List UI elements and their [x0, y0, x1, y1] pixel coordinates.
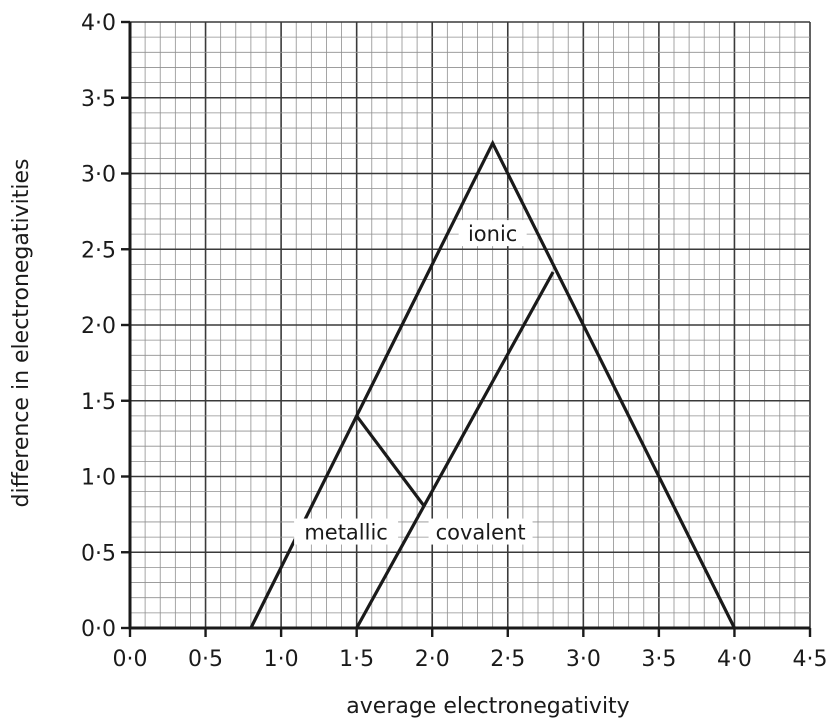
region-label-text: covalent — [436, 521, 526, 545]
x-tick-label: 3·5 — [641, 647, 676, 672]
region-label-covalent: covalent — [428, 518, 533, 545]
region-label-ionic: ionic — [458, 220, 527, 247]
y-tick-label: 1·0 — [81, 466, 116, 491]
x-tick-label: 4·0 — [717, 647, 752, 672]
region-labels: ionic metallic covalent — [294, 220, 533, 545]
x-tick-label: 2·0 — [415, 647, 450, 672]
series-line-1 — [249, 139, 736, 629]
series-line-3 — [355, 414, 426, 508]
region-label-bg — [294, 518, 399, 545]
region-label-bg — [458, 220, 527, 247]
x-tick-label: 2·5 — [490, 647, 525, 672]
x-tick-label: 4·5 — [793, 647, 828, 672]
x-tick-label: 1·5 — [339, 647, 374, 672]
region-label-metallic: metallic — [294, 518, 399, 545]
region-label-text: ionic — [468, 222, 517, 246]
y-tick-label: 0·0 — [81, 617, 116, 642]
tick-labels: 0·0 0·5 1·0 1·5 2·0 2·5 3·0 3·5 4·0 4·5 0·0 0·5 1·0 1… — [81, 11, 828, 672]
region-label-text: metallic — [304, 521, 388, 545]
series-lines — [249, 139, 736, 629]
region-label-bg — [428, 518, 533, 545]
y-tick-label: 1·5 — [81, 390, 116, 415]
y-tick-label: 2·5 — [81, 238, 116, 263]
y-tick-label: 0·5 — [81, 541, 116, 566]
y-tick-label: 2·0 — [81, 314, 116, 339]
x-tick-label: 3·0 — [566, 647, 601, 672]
y-axis-label: difference in electronegativities — [9, 159, 34, 508]
y-tick-label: 3·0 — [81, 163, 116, 188]
x-axis-label: average electronegativity — [346, 694, 629, 719]
x-tick-label: 0·5 — [188, 647, 223, 672]
series-line-2 — [355, 271, 555, 629]
x-tick-label: 0·0 — [113, 647, 148, 672]
y-tick-label: 4·0 — [81, 11, 116, 36]
x-tick-label: 1·0 — [264, 647, 299, 672]
y-tick-label: 3·5 — [81, 87, 116, 112]
